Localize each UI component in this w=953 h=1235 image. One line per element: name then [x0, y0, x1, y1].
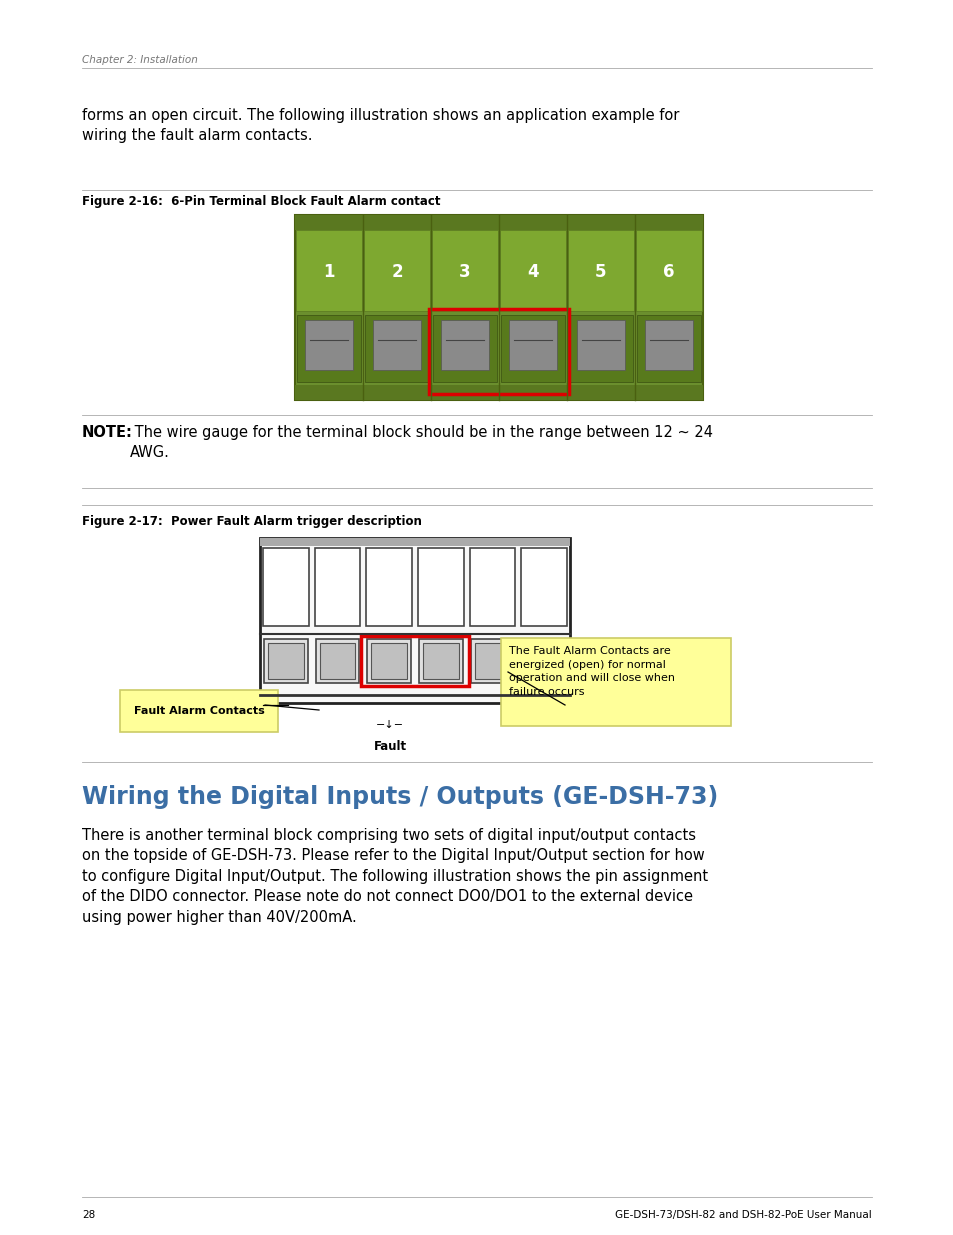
- Text: Fault Alarm Contacts: Fault Alarm Contacts: [133, 706, 264, 716]
- Text: NOTE:: NOTE:: [82, 425, 132, 440]
- Bar: [568, 315, 633, 382]
- Text: −↓−: −↓−: [375, 720, 404, 730]
- Bar: [469, 548, 515, 626]
- Text: Wiring the Digital Inputs / Outputs (GE-DSH-73): Wiring the Digital Inputs / Outputs (GE-…: [82, 785, 718, 809]
- Bar: [470, 638, 514, 683]
- Bar: [373, 320, 420, 370]
- Text: GE-DSH-73/DSH-82 and DSH-82-PoE User Manual: GE-DSH-73/DSH-82 and DSH-82-PoE User Man…: [615, 1210, 871, 1220]
- Bar: [361, 636, 468, 687]
- Text: 28: 28: [82, 1210, 95, 1220]
- Bar: [644, 320, 692, 370]
- Bar: [526, 642, 561, 679]
- Bar: [433, 315, 497, 382]
- Bar: [371, 642, 407, 679]
- Bar: [567, 230, 634, 311]
- Text: Figure 2-17:  Power Fault Alarm trigger description: Figure 2-17: Power Fault Alarm trigger d…: [82, 515, 421, 529]
- Bar: [422, 642, 458, 679]
- Text: Chapter 2: Installation: Chapter 2: Installation: [82, 56, 197, 65]
- Bar: [475, 642, 510, 679]
- Bar: [522, 638, 565, 683]
- Text: There is another terminal block comprising two sets of digital input/output cont: There is another terminal block comprisi…: [82, 827, 707, 925]
- Bar: [509, 320, 557, 370]
- Bar: [366, 548, 412, 626]
- Bar: [500, 638, 730, 726]
- Bar: [260, 538, 569, 703]
- Text: 6: 6: [662, 263, 674, 282]
- Bar: [577, 320, 624, 370]
- Bar: [268, 642, 303, 679]
- Bar: [367, 638, 411, 683]
- Text: Fault: Fault: [373, 740, 406, 753]
- Bar: [520, 548, 566, 626]
- Text: 3: 3: [458, 263, 471, 282]
- Text: Figure 2-16:  6-Pin Terminal Block Fault Alarm contact: Figure 2-16: 6-Pin Terminal Block Fault …: [82, 195, 440, 207]
- Text: 2: 2: [391, 263, 402, 282]
- Bar: [120, 690, 277, 732]
- Bar: [432, 230, 497, 311]
- Bar: [264, 638, 308, 683]
- Bar: [499, 230, 565, 311]
- Bar: [263, 548, 309, 626]
- Bar: [294, 215, 702, 400]
- Text: The wire gauge for the terminal block should be in the range between 12 ~ 24
AWG: The wire gauge for the terminal block sh…: [130, 425, 712, 461]
- Bar: [260, 538, 569, 546]
- Bar: [365, 315, 429, 382]
- Text: 1: 1: [323, 263, 335, 282]
- Bar: [314, 548, 360, 626]
- Text: 5: 5: [595, 263, 606, 282]
- Bar: [418, 638, 462, 683]
- Bar: [637, 315, 700, 382]
- Bar: [294, 385, 702, 400]
- Bar: [296, 315, 360, 382]
- Bar: [315, 638, 359, 683]
- Bar: [364, 230, 430, 311]
- Bar: [440, 320, 488, 370]
- Text: forms an open circuit. The following illustration shows an application example f: forms an open circuit. The following ill…: [82, 107, 679, 143]
- Bar: [500, 315, 564, 382]
- Bar: [294, 215, 702, 230]
- Bar: [636, 230, 701, 311]
- Text: 4: 4: [527, 263, 538, 282]
- Text: The Fault Alarm Contacts are
energized (open) for normal
operation and will clos: The Fault Alarm Contacts are energized (…: [509, 646, 675, 697]
- Bar: [305, 320, 353, 370]
- Bar: [295, 230, 361, 311]
- Bar: [417, 548, 463, 626]
- Bar: [429, 309, 568, 394]
- Bar: [319, 642, 355, 679]
